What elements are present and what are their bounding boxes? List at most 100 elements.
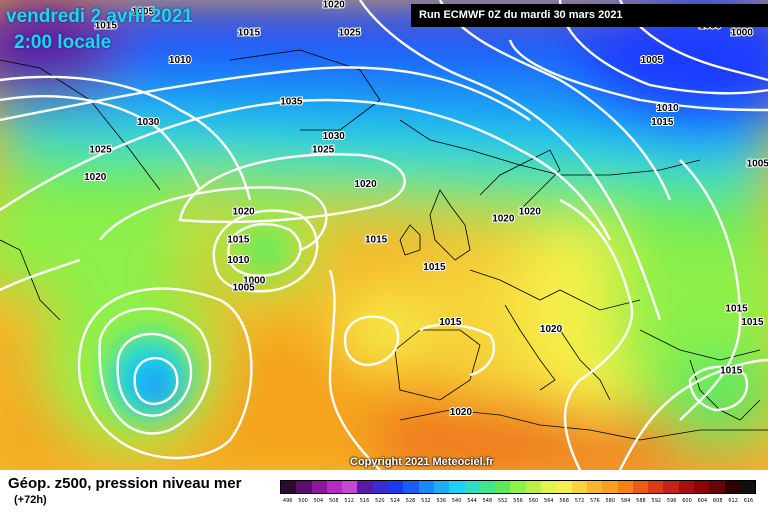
pressure-label: 1005 — [641, 55, 664, 66]
isobars — [0, 0, 768, 470]
scale-swatch — [372, 481, 389, 493]
scale-label: 604 — [697, 498, 708, 504]
scale-label: 496 — [282, 498, 293, 504]
scale-label: 548 — [482, 498, 493, 504]
pressure-labels: 1000100510151010101510201020102510351030… — [83, 0, 768, 419]
pressure-label: 1025 — [339, 27, 362, 38]
pressure-label: 1015 — [741, 317, 764, 328]
scale-label: 600 — [682, 498, 692, 504]
scale-label: 616 — [743, 498, 754, 504]
scale-swatch — [663, 481, 679, 493]
scale-label: 536 — [436, 498, 447, 504]
scale-label: 612 — [728, 498, 738, 504]
scale-swatch — [326, 481, 343, 493]
scale-label: 540 — [451, 498, 462, 504]
scale-label: 528 — [405, 498, 416, 504]
color-scale — [280, 480, 756, 494]
pressure-label: 1015 — [365, 234, 388, 245]
pressure-label: 1010 — [169, 55, 192, 66]
scale-swatch — [418, 481, 434, 493]
scale-swatch — [464, 481, 480, 493]
scale-swatch — [479, 481, 496, 493]
pressure-label: 1015 — [725, 303, 748, 314]
scale-label: 504 — [313, 498, 324, 504]
pressure-label: 1005 — [747, 158, 768, 169]
scale-swatch — [296, 481, 312, 493]
scale-swatch — [388, 481, 404, 493]
scale-label: 556 — [513, 498, 523, 504]
scale-label: 524 — [390, 498, 400, 504]
pressure-label: 1000 — [731, 27, 754, 38]
scale-swatch — [342, 481, 358, 493]
scale-swatch — [403, 481, 419, 493]
scale-label: 516 — [359, 498, 370, 504]
pressure-label: 1020 — [540, 324, 563, 335]
forecast-date: vendredi 2 avril 2021 — [6, 6, 193, 27]
scale-label: 500 — [298, 498, 308, 504]
scale-swatch — [724, 481, 740, 493]
pressure-label: 1020 — [519, 207, 542, 218]
pressure-label: 1010 — [657, 103, 680, 114]
scale-swatch — [495, 481, 511, 493]
scale-label: 596 — [666, 498, 677, 504]
pressure-label: 1015 — [227, 234, 250, 245]
scale-label: 532 — [421, 498, 431, 504]
pressure-label: 1020 — [450, 407, 473, 418]
pressure-label: 1000 — [243, 276, 266, 287]
pressure-label: 1015 — [720, 365, 743, 376]
pressure-label: 1015 — [651, 117, 674, 128]
scale-swatch — [694, 481, 710, 493]
pressure-label: 1015 — [423, 262, 446, 273]
scale-swatch — [449, 481, 465, 493]
scale-label: 580 — [605, 498, 615, 504]
pressure-label: 1010 — [227, 255, 250, 266]
scale-swatch — [510, 481, 526, 493]
pressure-label: 1020 — [233, 207, 256, 218]
pressure-label: 1020 — [354, 179, 377, 190]
scale-swatch — [311, 481, 327, 493]
pressure-label: 1015 — [439, 317, 462, 328]
scale-swatch — [571, 481, 587, 493]
scale-swatch — [281, 481, 297, 493]
parameter-title: Géop. z500, pression niveau mer — [8, 475, 242, 492]
scale-swatch — [678, 481, 695, 493]
pressure-label: 1025 — [89, 145, 112, 156]
scale-label: 508 — [328, 498, 339, 504]
scale-swatch — [739, 481, 756, 493]
scale-swatch — [541, 481, 557, 493]
color-scale-labels: 496 500 504 508 512 516 520 524 528 532 536 540 544 5… — [280, 496, 756, 506]
scale-label: 512 — [344, 498, 354, 504]
scale-swatch — [586, 481, 603, 493]
pressure-label: 1025 — [312, 145, 335, 156]
scale-label: 544 — [467, 498, 477, 504]
scale-swatch — [556, 481, 572, 493]
scale-label: 564 — [544, 498, 554, 504]
scale-label: 592 — [651, 498, 662, 504]
scale-label: 560 — [528, 498, 539, 504]
pressure-label: 1035 — [280, 96, 303, 107]
scale-label: 572 — [574, 498, 585, 504]
weather-map: 1000100510151010101510201020102510351030… — [0, 0, 768, 470]
scale-label: 520 — [375, 498, 385, 504]
pressure-label: 1020 — [84, 172, 107, 183]
copyright: Copyright 2021 Meteociel.fr — [350, 456, 494, 468]
pressure-label: 1030 — [323, 131, 346, 142]
scale-swatch — [709, 481, 725, 493]
pressure-label: 1015 — [95, 20, 118, 31]
pressure-label: 1020 — [492, 214, 515, 225]
pressure-label: 1015 — [238, 27, 261, 38]
scale-swatch — [433, 481, 450, 493]
scale-swatch — [632, 481, 649, 493]
pressure-label: 1005 — [132, 7, 155, 18]
scale-label: 568 — [559, 498, 569, 504]
pressure-label: 1005 — [233, 283, 256, 294]
scale-swatch — [357, 481, 373, 493]
scale-label: 552 — [497, 498, 508, 504]
forecast-local-time: 2:00 locale — [14, 32, 112, 53]
scale-label: 584 — [620, 498, 631, 504]
scale-swatch — [525, 481, 542, 493]
lead-time: (+72h) — [14, 494, 47, 506]
pressure-label: 1030 — [137, 117, 160, 128]
scale-label: 588 — [636, 498, 646, 504]
model-run-info: Run ECMWF 0Z du mardi 30 mars 2021 — [411, 4, 768, 27]
